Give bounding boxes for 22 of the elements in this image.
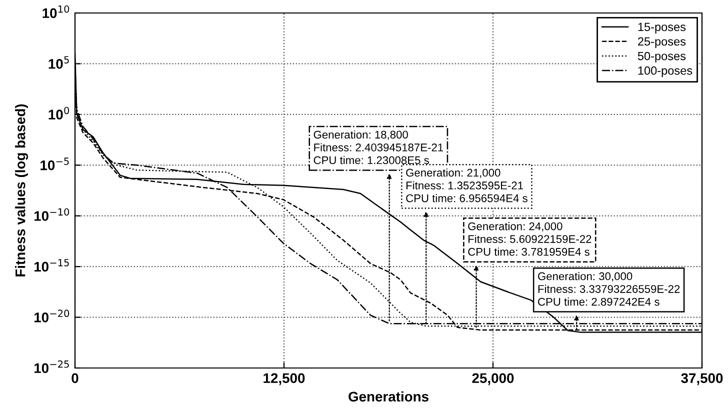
x-tick-label: 0 <box>72 373 78 384</box>
annotation: Generation: 30,000 Fitness: 3.33793226559E-22 CPU time: 2.897242E4 s <box>538 272 680 306</box>
annotation: Generation: 24,000 Fitness: 5.60922159E-22 CPU time: 3.781959E4 s <box>468 222 592 256</box>
legend-label: 50-poses <box>638 52 686 63</box>
y-tick-label: 10$^{−5}$ <box>40 158 69 170</box>
x-axis-title: Generations <box>348 391 428 402</box>
legend-label: 15-poses <box>638 22 686 34</box>
legend-label: 100-poses <box>638 66 692 78</box>
annotation: Generation: 18,800 Fitness: 2.403945187E-21 CPU time: 1.23008E5 s <box>314 130 444 164</box>
y-tick-label: 10$^{−20}$ <box>34 310 70 322</box>
y-tick-label: 10$^{−25}$ <box>34 360 69 374</box>
annotation: Generation: 21,000 Fitness: 1.3523595E-21 CPU time: 6.956594E4 s <box>406 168 528 202</box>
x-tick-label: 12,500 <box>264 373 305 386</box>
x-tick-label: 37,500 <box>681 373 723 386</box>
y-tick-label: 10$^{10}$ <box>42 5 70 18</box>
legend-label: 25-poses <box>638 37 686 48</box>
y-tick-label: 10$^{0}$ <box>48 106 70 120</box>
y-axis-title: Fitness values (log based) <box>15 104 28 276</box>
y-tick-label: 10$^{−15}$ <box>34 259 69 272</box>
y-tick-label: 10$^{5}$ <box>48 56 69 69</box>
x-tick-label: 25,000 <box>472 373 514 386</box>
y-tick-label: 10$^{−10}$ <box>34 208 70 221</box>
